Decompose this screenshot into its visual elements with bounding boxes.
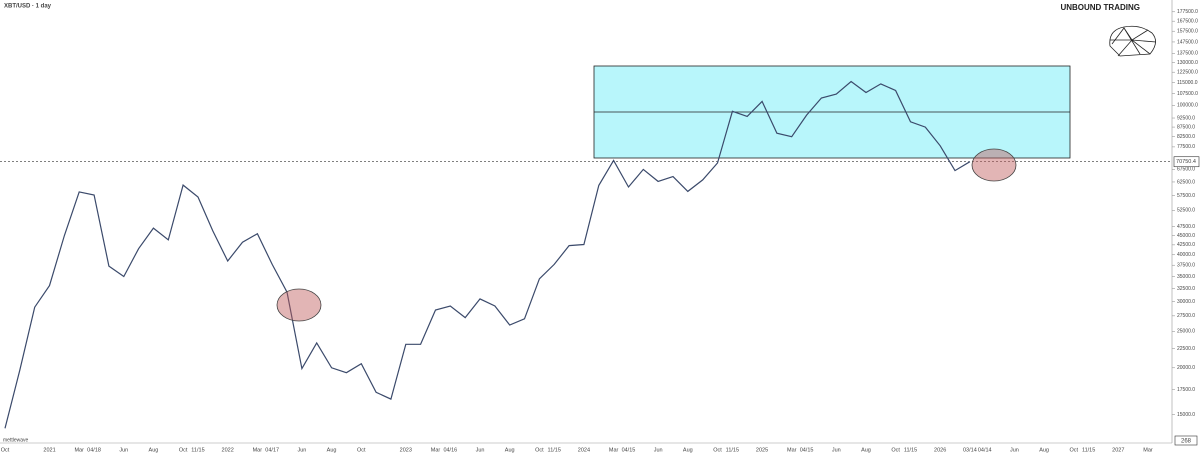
x-tick-label: Aug [861,447,871,453]
x-tick-label: 2024 [578,447,590,453]
y-tick-label: 130000.0 [1177,60,1198,66]
watermark: mettlewave [3,437,29,443]
y-tick-label: 122500.0 [1177,70,1198,76]
x-tick-label: 04/14 [978,447,992,453]
y-tick-label: 100000.0 [1177,103,1198,109]
x-tick-label: 03/14 [963,447,977,453]
x-tick-label: Oct [891,447,900,453]
y-tick-label: 17500.0 [1177,387,1195,393]
x-tick-label: 2022 [222,447,234,453]
y-tick-label: 27500.0 [1177,313,1195,319]
plot [0,80,1172,429]
y-tick-label: 52500.0 [1177,208,1195,214]
x-tick-label: 2023 [400,447,412,453]
y-tick-label: 92500.0 [1177,115,1195,121]
y-tick-label: 32500.0 [1177,286,1195,292]
x-tick-label: Oct [1,447,10,453]
x-tick-label: Jun [832,447,841,453]
x-tick-label: Oct [179,447,188,453]
x-tick-label: Jun [119,447,128,453]
last-price-box [1173,156,1200,168]
x-tick-label: 04/16 [443,447,457,453]
y-tick-label: 87500.0 [1177,124,1195,130]
y-tick-label: 157500.0 [1177,29,1198,35]
highlight-ellipse [971,148,1017,182]
y-tick-label: 177500.0 [1177,9,1198,15]
x-tick-label: 11/15 [904,447,917,453]
x-tick-label: Aug [149,447,159,453]
x-tick-label: 11/15 [726,447,739,453]
y-tick-label: 45000.0 [1177,233,1195,239]
y-tick-label: 82500.0 [1177,134,1195,140]
x-tick-label: 2026 [934,447,946,453]
x-tick-label: Mar [609,447,619,453]
x-tick-label: 04/15 [800,447,814,453]
x-tick-label: Mar [253,447,263,453]
y-tick-label: 22500.0 [1177,346,1195,352]
x-tick-label: Aug [1039,447,1049,453]
brand: UNBOUND TRADING [1060,3,1140,12]
x-tick-label: Oct [713,447,722,453]
y-tick-label: 35000.0 [1177,274,1195,280]
y-tick-label: 57500.0 [1177,193,1195,199]
y-tick-label: 167500.0 [1177,19,1198,25]
x-tick-label: Mar [787,447,797,453]
last-price-label: 70750.4 [1176,159,1196,165]
x-tick-label: Jun [1010,447,1019,453]
y-tick-label: 62500.0 [1177,179,1195,185]
volume-label: 268 [1181,439,1192,445]
x-tick-label: Mar [431,447,441,453]
x-tick-label: 04/17 [265,447,279,453]
x-tick-label: 11/15 [548,447,561,453]
y-tick-label: 30000.0 [1177,299,1195,305]
y-tick-label: 115000.0 [1177,80,1198,86]
x-tick-label: Aug [327,447,337,453]
x-tick-label: Aug [683,447,693,453]
x-tick-label: Oct [357,447,366,453]
x-tick-label: 04/18 [87,447,101,453]
x-tick-label: Mar [1143,447,1153,453]
x-tick-label: 2025 [756,447,768,453]
y-tick-label: 77500.0 [1177,144,1195,150]
x-tick-label: Oct [535,447,544,453]
brand-logo [1109,25,1157,57]
x-tick-label: Jun [654,447,663,453]
y-tick-label: 42500.0 [1177,242,1195,248]
x-tick-label: 2021 [43,447,55,453]
y-tick-label: 147500.0 [1177,39,1198,45]
price-line [4,80,971,429]
y-tick-label: 25000.0 [1177,329,1195,335]
y-tick-label: 20000.0 [1177,365,1195,371]
y-tick-label: 37500.0 [1177,263,1195,269]
x-tick-label: Oct [1069,447,1078,453]
y-tick-label: 40000.0 [1177,252,1195,258]
x-tick-label: Aug [505,447,515,453]
y-tick-label: 67500.0 [1177,167,1195,173]
x-tick-label: 04/15 [622,447,636,453]
y-tick-label: 15000.0 [1177,412,1195,418]
x-tick-label: 2027 [1112,447,1124,453]
x-tick-label: 11/15 [191,447,204,453]
x-tick-label: Jun [476,447,485,453]
y-tick-label: 137500.0 [1177,51,1198,57]
x-tick-label: Mar [74,447,84,453]
highlight-ellipse [276,288,322,322]
y-tick-label: 107500.0 [1177,91,1198,97]
x-tick-label: 11/15 [1082,447,1095,453]
x-tick-label: Jun [297,447,306,453]
y-tick-label: 47500.0 [1177,224,1195,230]
volume-label-box [1174,435,1198,446]
chart-title: XBT/USD · 1 day [4,4,52,10]
